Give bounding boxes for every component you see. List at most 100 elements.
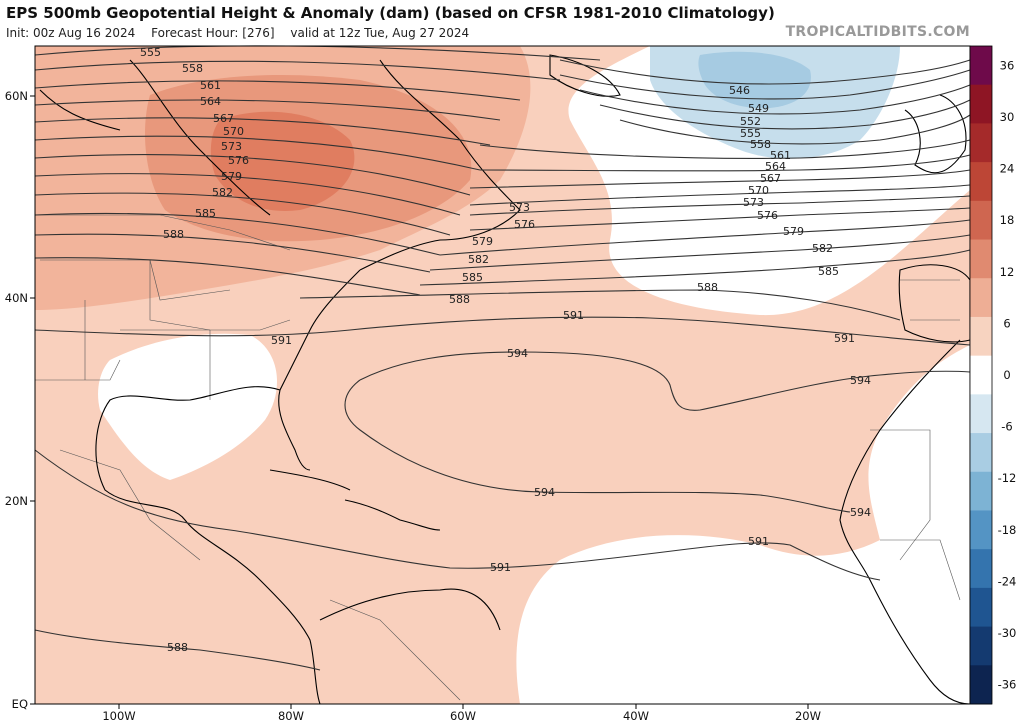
contour-label: 576	[228, 154, 249, 167]
contour-558-west	[34, 60, 561, 81]
contour-label: 558	[182, 62, 203, 75]
colorbar-swatch	[970, 394, 992, 434]
contour-567-west	[34, 117, 491, 146]
colorbar-tick-label: -18	[998, 523, 1017, 537]
colorbar-tick-label: -12	[998, 471, 1017, 485]
contour-label: 561	[770, 149, 791, 162]
contour-573-east	[469, 195, 971, 216]
contour-549	[559, 69, 971, 100]
contour-label: 585	[818, 265, 839, 278]
anomaly-shading	[35, 46, 970, 704]
colorbar-tick-label: 6	[1003, 316, 1010, 330]
colorbar-swatch	[970, 355, 992, 395]
contour-label: 573	[743, 196, 764, 209]
contour-579-east	[439, 219, 971, 256]
contour-570-east	[469, 184, 971, 206]
colorbar-swatch	[970, 46, 992, 86]
colorbar-frame	[969, 45, 993, 705]
colorbar-tick-label: 30	[1000, 110, 1015, 124]
colorbar-tick-label: 36	[1000, 58, 1015, 72]
forecast-hour: Forecast Hour: [276]	[151, 26, 275, 40]
contour-label: 555	[140, 46, 161, 59]
contour-561-west	[34, 80, 521, 101]
lat-label: EQ	[12, 697, 28, 711]
axis-ticks	[30, 95, 809, 709]
contour-label: 561	[200, 79, 221, 92]
political-borders	[35, 214, 961, 701]
colorbar-swatch	[970, 471, 992, 511]
contour-588-west	[34, 257, 421, 296]
contour-582-east	[429, 234, 971, 271]
contour-label: 582	[468, 253, 489, 266]
contour-label: 576	[757, 209, 778, 222]
colorbar-tick-label: -6	[1001, 420, 1012, 434]
contour-546	[559, 59, 971, 85]
colorbar-tick-label: 0	[1003, 368, 1010, 382]
contour-label: 558	[750, 138, 771, 151]
colorbar-swatch	[970, 665, 992, 705]
lat-label: 20N	[5, 494, 28, 508]
colorbar-tick-label: 24	[1000, 162, 1015, 176]
contour-label: 579	[221, 170, 242, 183]
contour-label: 579	[783, 225, 804, 238]
contour-552	[579, 84, 971, 115]
colorbar-swatch	[970, 162, 992, 202]
contour-label: 570	[223, 125, 244, 138]
contour-label: 573	[509, 201, 530, 214]
contour-588-east	[299, 289, 901, 321]
contour-label: 546	[729, 84, 750, 97]
lon-label: 60W	[450, 709, 476, 723]
contour-label: 570	[748, 184, 769, 197]
contour-588-south	[34, 629, 321, 671]
contour-570-west	[34, 135, 481, 171]
contour-label: 585	[462, 271, 483, 284]
colorbar-swatch	[970, 626, 992, 666]
contour-label: 555	[740, 127, 761, 140]
colorbar: 36 30 24 18 12 6 0 -6 -12 -18 -24 -30 -36	[969, 45, 1017, 705]
contour-label: 594	[507, 347, 528, 360]
init-time: Init: 00z Aug 16 2024	[6, 26, 136, 40]
contour-label: 591	[490, 561, 511, 574]
colorbar-swatch	[970, 200, 992, 241]
contour-561-east	[479, 139, 971, 159]
contour-591-north	[34, 316, 971, 346]
contour-label: 588	[449, 293, 470, 306]
contour-label: 594	[850, 374, 871, 387]
contour-label: 567	[213, 112, 234, 125]
contour-label: 582	[212, 186, 233, 199]
contour-label: 552	[740, 115, 761, 128]
contour-label: 591	[834, 332, 855, 345]
contour-label: 591	[271, 334, 292, 347]
contour-label-group: 555 558 561 564 567 570 573 576 579 582 …	[140, 46, 871, 654]
colorbar-swatch	[970, 510, 992, 550]
contour-555-east	[599, 99, 971, 130]
contour-594-south	[344, 379, 851, 513]
contour-label: 576	[514, 218, 535, 231]
contour-label: 594	[850, 506, 871, 519]
colorbar-swatch	[970, 316, 992, 357]
contour-567-east	[469, 169, 971, 189]
negative-anomaly-core	[698, 51, 811, 109]
contour-label: 594	[534, 486, 555, 499]
colorbar-tick-label: 18	[1000, 213, 1015, 227]
contour-585-west	[34, 233, 431, 273]
contour-label: 549	[748, 102, 769, 115]
colorbar-swatch	[970, 239, 992, 279]
contour-564-west	[34, 99, 501, 121]
contour-576-east	[469, 207, 971, 231]
contour-579-west	[34, 192, 451, 236]
lon-label: 20W	[795, 709, 821, 723]
coastlines	[39, 54, 971, 705]
contour-585-east	[419, 249, 971, 286]
contour-label: 582	[812, 242, 833, 255]
contour-573-west	[34, 154, 471, 196]
map-title: EPS 500mb Geopotential Height & Anomaly …	[6, 4, 775, 22]
colorbar-tick-label: -24	[998, 574, 1017, 588]
colorbar-swatch	[970, 278, 992, 318]
contour-582-west	[34, 212, 441, 256]
contour-label: 579	[472, 235, 493, 248]
colorbar-swatch	[970, 549, 992, 589]
brand-watermark: TROPICALTIDBITS.COM	[785, 24, 970, 40]
gulf-neutral-region	[98, 333, 277, 480]
